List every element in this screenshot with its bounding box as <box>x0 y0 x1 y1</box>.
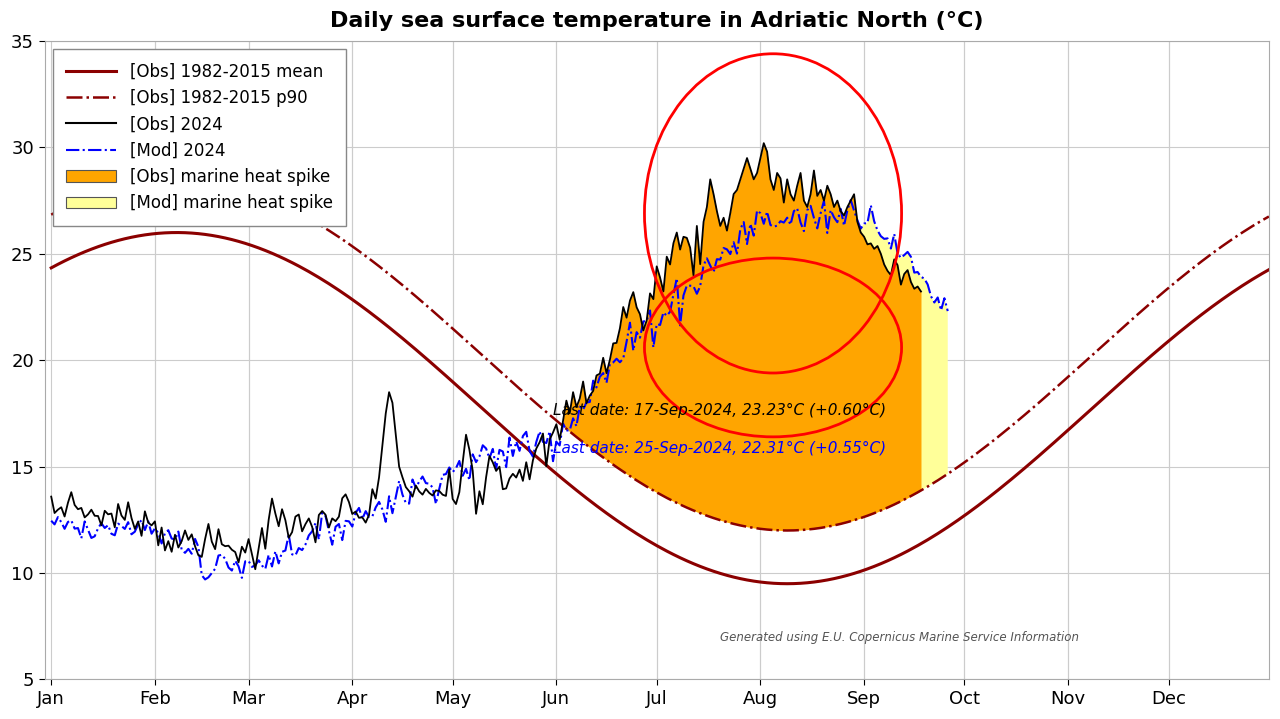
Text: Last date: 17-Sep-2024, 23.23°C (+0.60°C): Last date: 17-Sep-2024, 23.23°C (+0.60°C… <box>553 403 886 418</box>
Title: Daily sea surface temperature in Adriatic North (°C): Daily sea surface temperature in Adriati… <box>330 11 983 31</box>
Legend: [Obs] 1982-2015 mean, [Obs] 1982-2015 p90, [Obs] 2024, [Mod] 2024, [Obs] marine : [Obs] 1982-2015 mean, [Obs] 1982-2015 p9… <box>52 50 346 226</box>
Text: Generated using E.U. Copernicus Marine Service Information: Generated using E.U. Copernicus Marine S… <box>721 631 1079 644</box>
Text: Last date: 25-Sep-2024, 22.31°C (+0.55°C): Last date: 25-Sep-2024, 22.31°C (+0.55°C… <box>553 441 886 456</box>
